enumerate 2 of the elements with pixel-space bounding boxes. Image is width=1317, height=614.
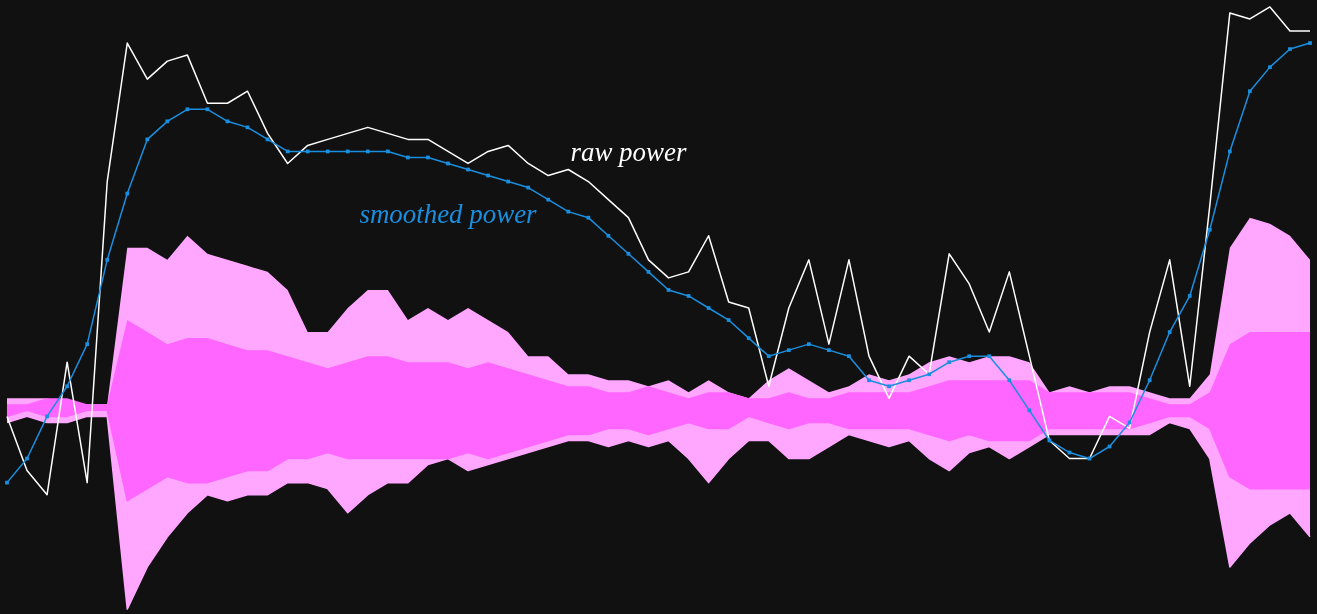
series-label: raw power xyxy=(570,136,687,167)
series-label: smoothed power xyxy=(359,199,538,230)
